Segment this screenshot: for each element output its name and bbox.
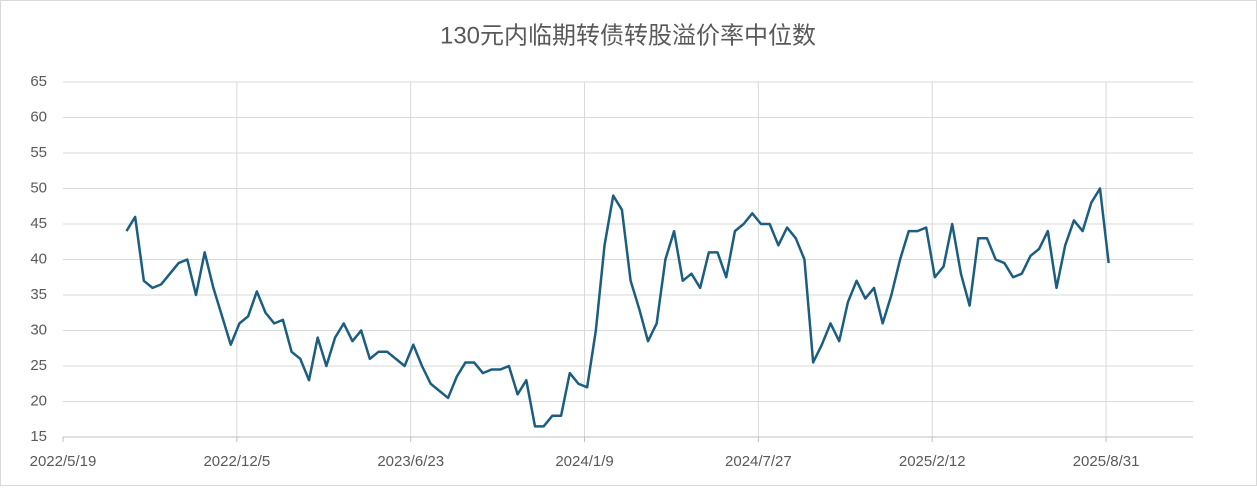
x-tick-label: 2025/8/31 [1073,453,1140,470]
x-tick-label: 2025/2/12 [899,453,966,470]
y-tick-label: 50 [30,179,47,196]
y-tick-label: 60 [30,108,47,125]
x-tick-label: 2024/7/27 [725,453,792,470]
y-tick-label: 65 [30,73,47,90]
y-tick-label: 55 [30,144,47,161]
y-tick-label: 15 [30,428,47,445]
data-line [125,187,1110,428]
chart-title: 130元内临期转债转股溢价率中位数 [440,22,816,49]
y-tick-label: 45 [30,215,47,232]
y-tick-label: 25 [30,357,47,374]
x-tick-label: 2023/6/23 [377,453,444,470]
x-tick-label: 2022/5/19 [30,453,97,470]
y-tick-label: 20 [30,392,47,409]
y-tick-label: 30 [30,321,47,338]
y-tick-label: 40 [30,250,47,267]
x-tick-label: 2022/12/5 [203,453,270,470]
x-tick-label: 2024/1/9 [555,453,613,470]
y-tick-label: 35 [30,286,47,303]
